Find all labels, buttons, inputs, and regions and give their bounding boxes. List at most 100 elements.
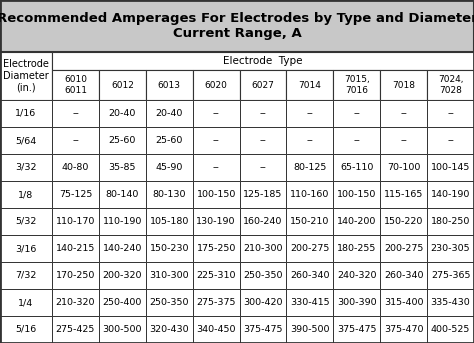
Text: 25-60: 25-60 — [109, 136, 136, 145]
Text: Electrode
Diameter
(in.): Electrode Diameter (in.) — [3, 59, 49, 93]
Text: --: -- — [213, 109, 219, 118]
Text: 300-390: 300-390 — [337, 298, 376, 307]
Bar — [380, 181, 427, 208]
Text: 140-190: 140-190 — [431, 190, 470, 199]
Bar — [99, 70, 146, 100]
Text: 6010
6011: 6010 6011 — [64, 75, 87, 95]
Bar — [0, 235, 52, 262]
Bar — [286, 127, 333, 154]
Text: 275-365: 275-365 — [431, 271, 470, 280]
Text: 5/32: 5/32 — [15, 217, 36, 226]
Bar — [0, 181, 52, 208]
Bar — [286, 100, 333, 127]
Text: 275-425: 275-425 — [56, 325, 95, 334]
Text: --: -- — [307, 136, 313, 145]
Text: 1/8: 1/8 — [18, 190, 34, 199]
Text: 105-180: 105-180 — [149, 217, 189, 226]
Bar — [192, 235, 239, 262]
Bar — [52, 289, 99, 316]
Bar — [52, 316, 99, 343]
Text: 340-450: 340-450 — [196, 325, 236, 334]
Bar — [192, 70, 239, 100]
Bar — [427, 208, 474, 235]
Text: 175-250: 175-250 — [196, 244, 236, 253]
Text: 45-90: 45-90 — [155, 163, 183, 172]
Bar — [286, 316, 333, 343]
Bar — [380, 154, 427, 181]
Text: 375-475: 375-475 — [337, 325, 376, 334]
Bar — [333, 235, 380, 262]
Text: 335-430: 335-430 — [431, 298, 470, 307]
Text: 40-80: 40-80 — [62, 163, 89, 172]
Bar — [146, 154, 192, 181]
Bar — [52, 100, 99, 127]
Bar — [286, 70, 333, 100]
Text: 6020: 6020 — [205, 81, 228, 90]
Text: 240-320: 240-320 — [337, 271, 376, 280]
Text: 80-130: 80-130 — [153, 190, 186, 199]
Text: 1/16: 1/16 — [15, 109, 36, 118]
Text: 170-250: 170-250 — [56, 271, 95, 280]
Bar — [192, 181, 239, 208]
Bar — [239, 316, 286, 343]
Text: 35-85: 35-85 — [109, 163, 136, 172]
Text: --: -- — [400, 136, 407, 145]
Text: 140-215: 140-215 — [56, 244, 95, 253]
Bar — [427, 154, 474, 181]
Bar — [146, 316, 192, 343]
Text: Electrode  Type: Electrode Type — [223, 56, 303, 66]
Bar — [192, 154, 239, 181]
Text: 5/64: 5/64 — [15, 136, 36, 145]
Bar — [333, 208, 380, 235]
Text: --: -- — [400, 109, 407, 118]
Bar — [192, 208, 239, 235]
Bar — [380, 127, 427, 154]
Bar — [192, 127, 239, 154]
Text: --: -- — [213, 136, 219, 145]
Text: --: -- — [354, 136, 360, 145]
Bar — [286, 208, 333, 235]
Text: 110-190: 110-190 — [103, 217, 142, 226]
Text: 100-150: 100-150 — [196, 190, 236, 199]
Bar — [239, 289, 286, 316]
Text: 375-475: 375-475 — [243, 325, 283, 334]
Bar — [333, 262, 380, 289]
Text: 200-275: 200-275 — [384, 244, 423, 253]
Bar — [239, 181, 286, 208]
Text: --: -- — [260, 109, 266, 118]
Bar — [99, 208, 146, 235]
Text: 115-165: 115-165 — [384, 190, 423, 199]
Text: 210-320: 210-320 — [55, 298, 95, 307]
Text: 250-350: 250-350 — [149, 298, 189, 307]
Text: 160-240: 160-240 — [243, 217, 283, 226]
Bar — [0, 52, 52, 100]
Text: 7/32: 7/32 — [15, 271, 36, 280]
Bar — [52, 235, 99, 262]
Text: --: -- — [213, 163, 219, 172]
Text: 6012: 6012 — [111, 81, 134, 90]
Bar — [99, 100, 146, 127]
Bar — [146, 235, 192, 262]
Bar — [146, 208, 192, 235]
Bar — [192, 316, 239, 343]
Text: 180-255: 180-255 — [337, 244, 376, 253]
Bar — [0, 127, 52, 154]
Text: --: -- — [307, 109, 313, 118]
Text: 3/16: 3/16 — [15, 244, 36, 253]
Text: Recommended Amperages For Electrodes by Type and Diameter
Current Range, A: Recommended Amperages For Electrodes by … — [0, 12, 474, 40]
Bar — [0, 262, 52, 289]
Text: 7015,
7016: 7015, 7016 — [344, 75, 370, 95]
Bar — [99, 181, 146, 208]
Text: 230-305: 230-305 — [431, 244, 470, 253]
Bar — [427, 289, 474, 316]
Bar — [286, 154, 333, 181]
Text: --: -- — [72, 109, 79, 118]
Text: 260-340: 260-340 — [290, 271, 329, 280]
Text: 1/4: 1/4 — [18, 298, 34, 307]
Bar — [52, 127, 99, 154]
Text: 20-40: 20-40 — [155, 109, 183, 118]
Bar — [333, 181, 380, 208]
Bar — [239, 208, 286, 235]
Bar — [333, 70, 380, 100]
Bar — [0, 154, 52, 181]
